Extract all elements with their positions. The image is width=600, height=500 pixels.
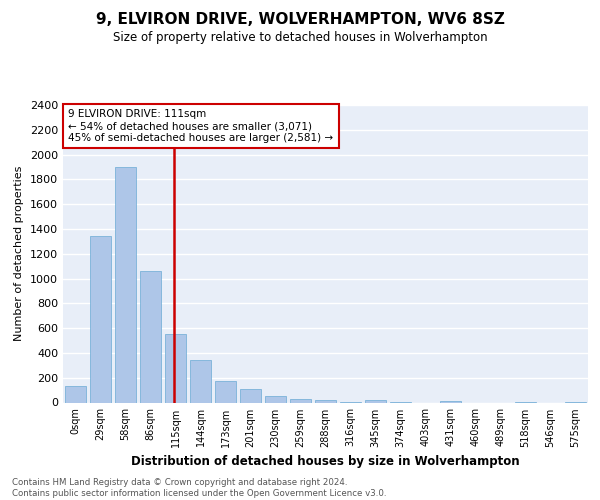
Text: 9 ELVIRON DRIVE: 111sqm
← 54% of detached houses are smaller (3,071)
45% of semi: 9 ELVIRON DRIVE: 111sqm ← 54% of detache…: [68, 110, 334, 142]
Text: 9, ELVIRON DRIVE, WOLVERHAMPTON, WV6 8SZ: 9, ELVIRON DRIVE, WOLVERHAMPTON, WV6 8SZ: [95, 12, 505, 28]
Bar: [215, 382, 236, 402]
Bar: [140, 271, 161, 402]
Bar: [190, 360, 211, 403]
Bar: [115, 167, 136, 402]
Bar: [265, 396, 286, 402]
Text: Contains HM Land Registry data © Crown copyright and database right 2024.
Contai: Contains HM Land Registry data © Crown c…: [12, 478, 386, 498]
Bar: [240, 389, 261, 402]
Bar: [90, 236, 111, 402]
Bar: [290, 399, 311, 402]
X-axis label: Distribution of detached houses by size in Wolverhampton: Distribution of detached houses by size …: [131, 455, 520, 468]
Bar: [315, 400, 336, 402]
Bar: [165, 334, 186, 402]
Bar: [65, 386, 86, 402]
Bar: [365, 400, 386, 402]
Text: Size of property relative to detached houses in Wolverhampton: Size of property relative to detached ho…: [113, 31, 487, 44]
Y-axis label: Number of detached properties: Number of detached properties: [14, 166, 25, 342]
